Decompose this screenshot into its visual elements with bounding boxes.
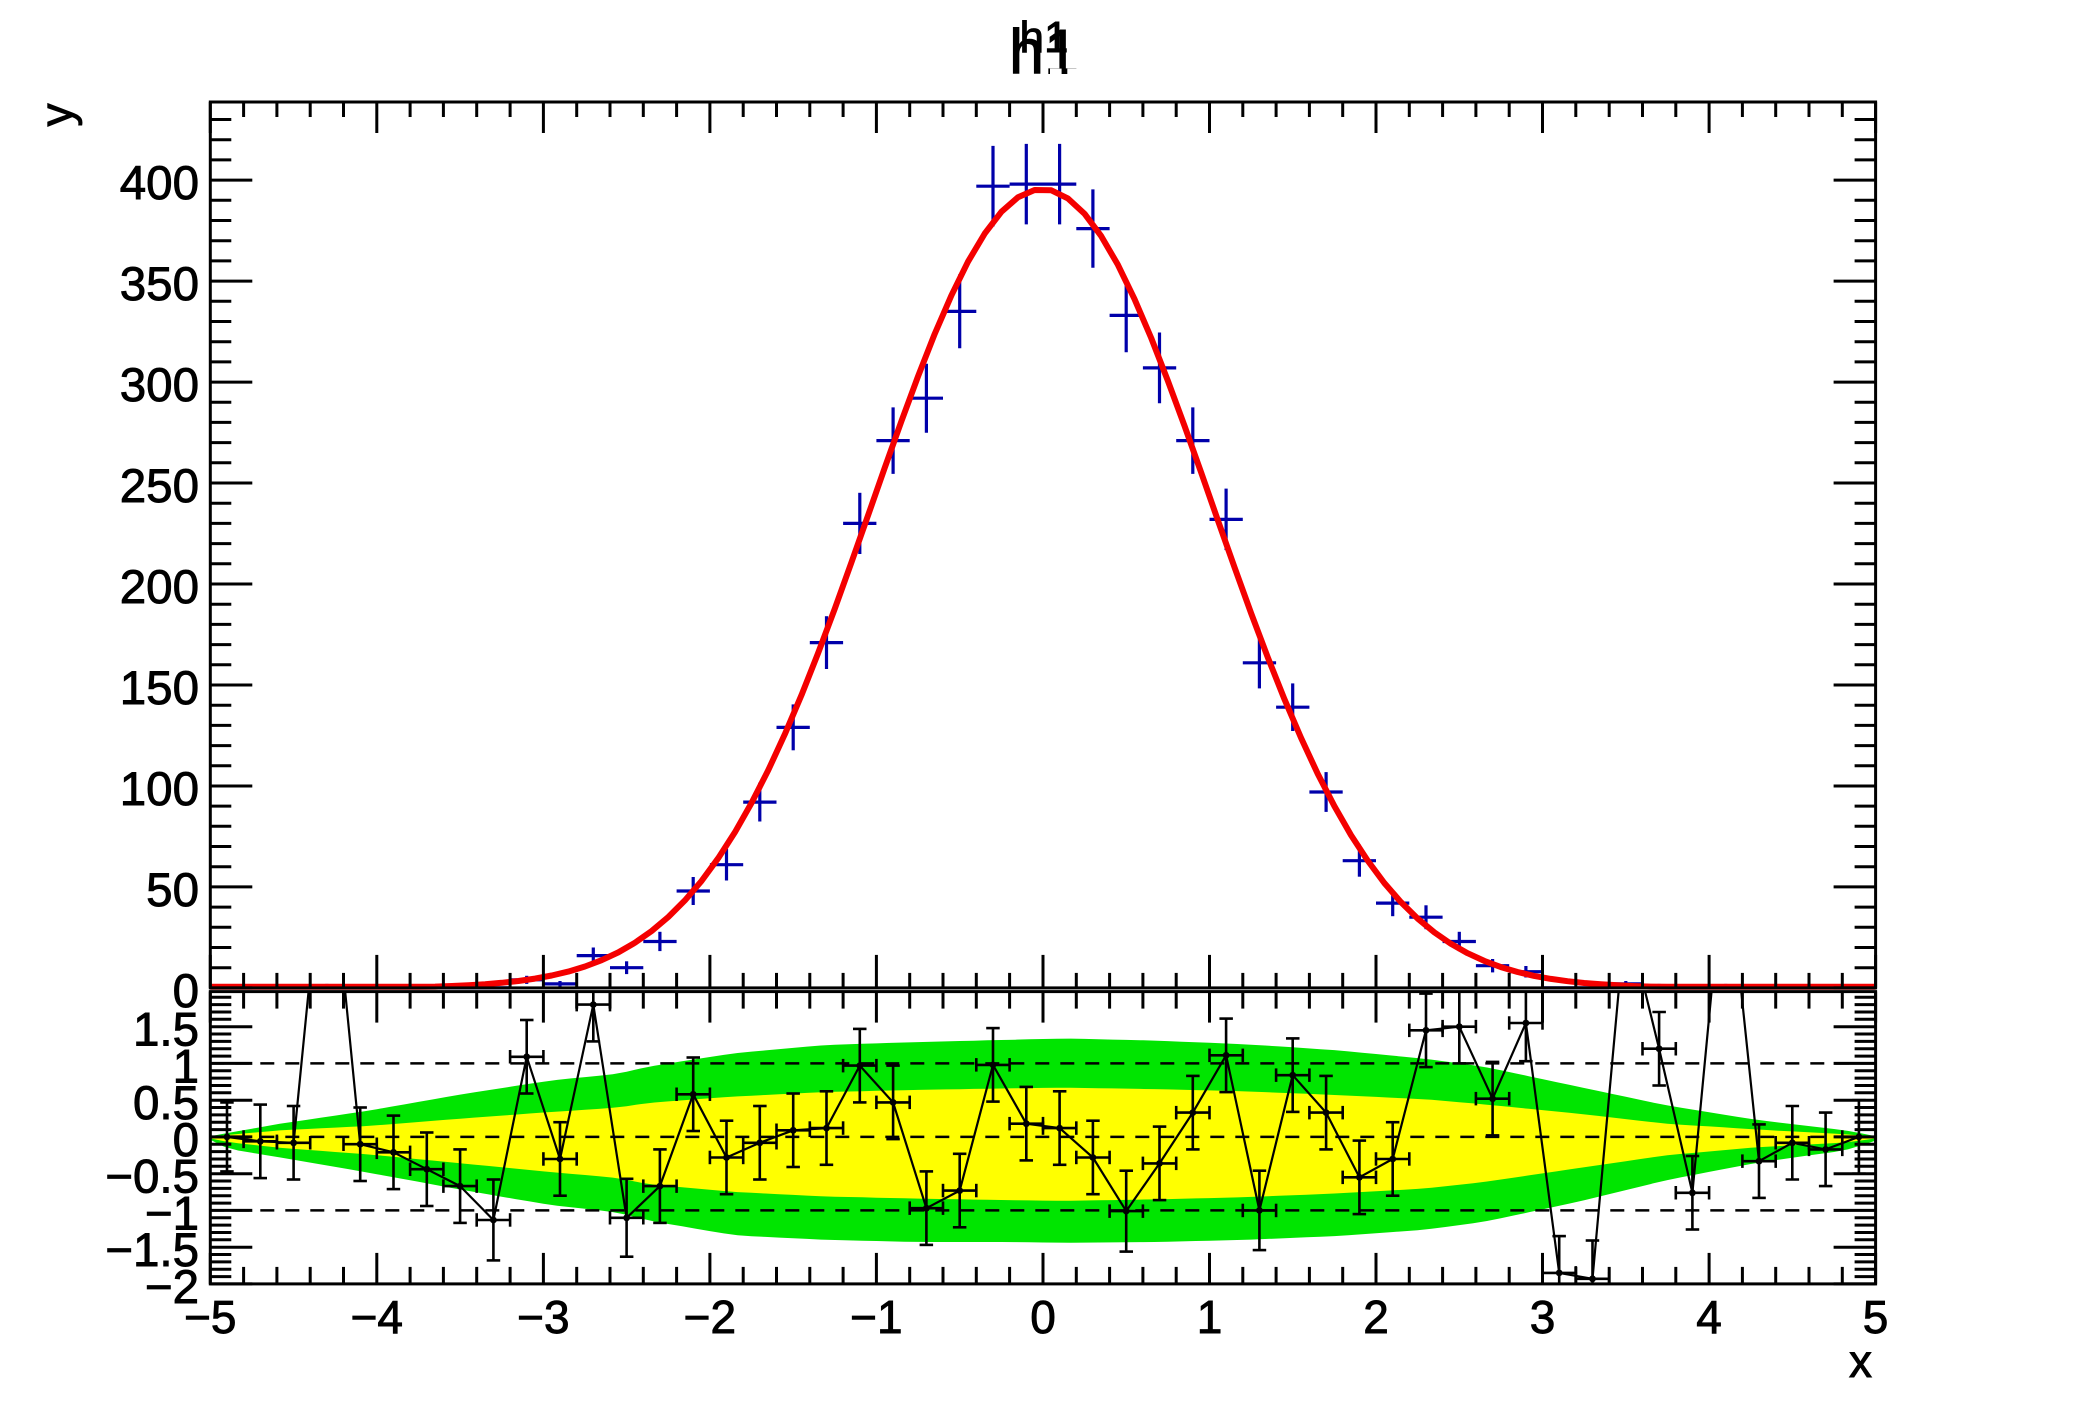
svg-text:−1.5: −1.5 bbox=[105, 1224, 199, 1277]
svg-text:100: 100 bbox=[120, 763, 199, 816]
svg-text:400: 400 bbox=[120, 157, 199, 210]
svg-text:1.5: 1.5 bbox=[133, 1004, 199, 1057]
svg-text:y: y bbox=[31, 104, 83, 127]
svg-text:h1: h1 bbox=[1009, 18, 1079, 88]
svg-text:1: 1 bbox=[1197, 1291, 1223, 1343]
svg-text:150: 150 bbox=[120, 662, 199, 715]
svg-text:1: 1 bbox=[173, 1040, 199, 1093]
svg-text:x: x bbox=[1849, 1335, 1872, 1387]
svg-text:−1: −1 bbox=[850, 1291, 902, 1343]
svg-text:3: 3 bbox=[1530, 1291, 1556, 1343]
svg-text:−2: −2 bbox=[684, 1291, 736, 1343]
svg-text:−4: −4 bbox=[351, 1291, 403, 1343]
svg-text:0.5: 0.5 bbox=[133, 1077, 199, 1130]
svg-text:−3: −3 bbox=[517, 1291, 569, 1343]
svg-text:−5: −5 bbox=[184, 1291, 236, 1343]
svg-text:4: 4 bbox=[1696, 1291, 1722, 1343]
svg-text:350: 350 bbox=[120, 258, 199, 311]
svg-text:5: 5 bbox=[1863, 1291, 1889, 1343]
svg-text:2: 2 bbox=[1363, 1291, 1389, 1343]
svg-text:0: 0 bbox=[173, 1114, 199, 1167]
svg-text:250: 250 bbox=[120, 460, 199, 513]
svg-text:−1: −1 bbox=[145, 1187, 199, 1240]
svg-text:200: 200 bbox=[120, 561, 199, 614]
svg-text:h1: h1 bbox=[1020, 13, 1069, 62]
svg-text:0: 0 bbox=[1030, 1291, 1056, 1343]
svg-text:300: 300 bbox=[120, 359, 199, 412]
svg-text:−2: −2 bbox=[145, 1261, 199, 1314]
svg-text:50: 50 bbox=[146, 864, 199, 917]
svg-text:−0.5: −0.5 bbox=[105, 1151, 199, 1204]
svg-text:0: 0 bbox=[173, 965, 199, 1018]
